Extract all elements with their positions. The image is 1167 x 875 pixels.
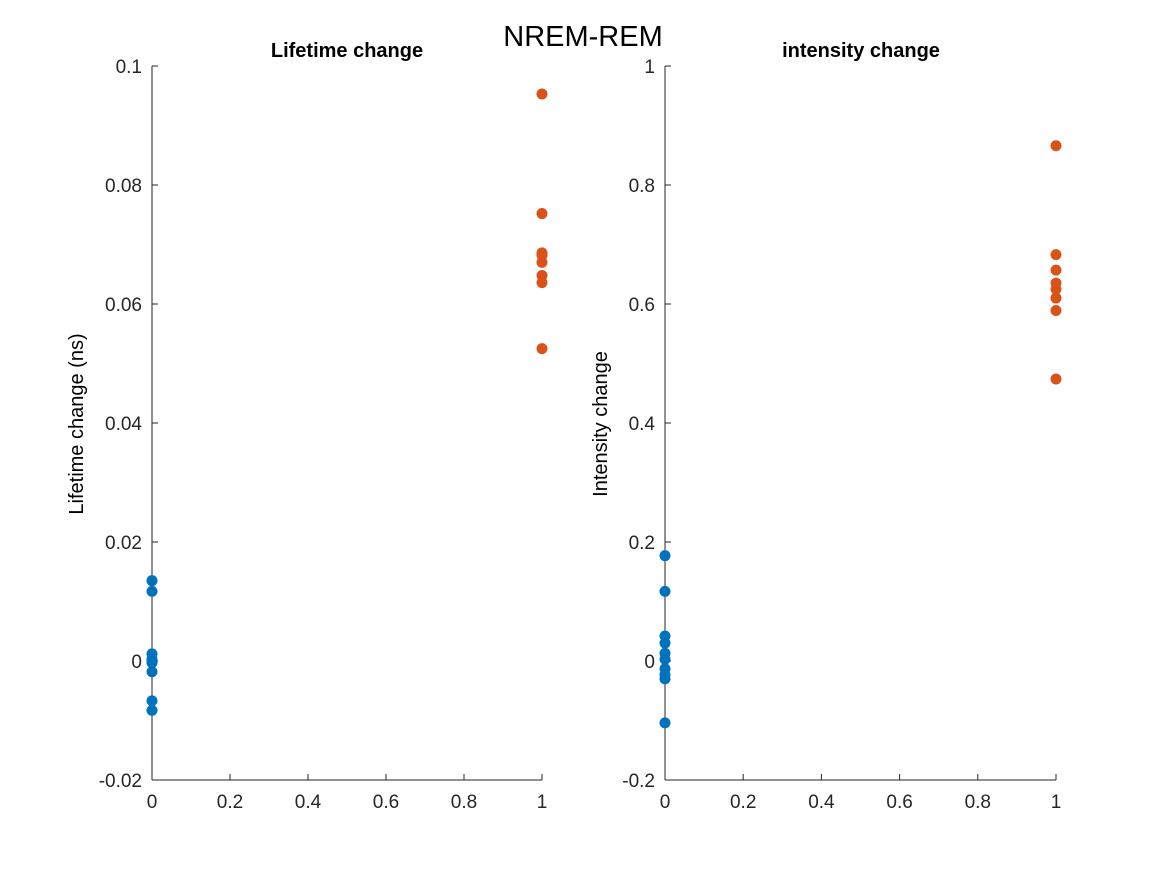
lifetime-x-tick-label: 0.2 xyxy=(217,792,243,813)
lifetime-x-tick-label: 0.6 xyxy=(373,792,399,813)
lifetime-x-tick-label: 1 xyxy=(537,792,548,813)
lifetime-series-2-point xyxy=(536,249,548,261)
intensity-series-2-point xyxy=(1050,292,1062,304)
lifetime-y-tick-label: -0.02 xyxy=(99,771,142,792)
lifetime-change-panel: Lifetime change Lifetime change (ns) -0.… xyxy=(66,40,548,813)
intensity-x-tick-label: 1 xyxy=(1051,792,1062,813)
lifetime-y-tick-label: 0.08 xyxy=(105,176,142,197)
lifetime-series-1-point xyxy=(146,585,158,597)
lifetime-y-tick-label: 0 xyxy=(131,652,142,673)
intensity-x-tick-label: 0.2 xyxy=(730,792,756,813)
intensity-series-1-point xyxy=(659,717,671,729)
intensity-series-1-point xyxy=(659,585,671,597)
lifetime-series-1-point xyxy=(146,655,158,667)
intensity-y-tick-label: 0.2 xyxy=(629,533,655,554)
lifetime-series-1-point xyxy=(146,666,158,678)
lifetime-x-tick-label: 0.4 xyxy=(295,792,322,813)
intensity-panel-title: intensity change xyxy=(782,40,940,62)
lifetime-series-2-point xyxy=(536,343,548,355)
lifetime-series-2-point xyxy=(536,208,548,220)
intensity-series-1-point xyxy=(659,653,671,665)
intensity-y-tick-label: 1 xyxy=(644,57,655,78)
intensity-y-tick-label: 0.6 xyxy=(629,295,655,316)
lifetime-y-tick-label: 0.02 xyxy=(105,533,142,554)
lifetime-series-2-point xyxy=(536,277,548,289)
lifetime-x-tick-label: 0.8 xyxy=(451,792,477,813)
lifetime-panel-title: Lifetime change xyxy=(271,40,423,62)
intensity-series-2-point xyxy=(1050,264,1062,276)
intensity-series-1-point xyxy=(659,673,671,685)
intensity-change-panel: intensity change Intensity change -0.200… xyxy=(590,40,1062,813)
lifetime-x-tick-label: 0 xyxy=(147,792,158,813)
lifetime-series-1-point xyxy=(146,704,158,716)
intensity-y-tick-label: 0.8 xyxy=(629,176,655,197)
intensity-y-tick-label: 0.4 xyxy=(629,414,656,435)
intensity-series-2-point xyxy=(1050,373,1062,385)
intensity-series-2-point xyxy=(1050,140,1062,152)
super-title: NREM-REM xyxy=(503,21,663,53)
lifetime-y-tick-label: 0.1 xyxy=(116,57,142,78)
intensity-series-1-point xyxy=(659,637,671,649)
intensity-y-tick-label: 0 xyxy=(644,652,655,673)
lifetime-series-2-point xyxy=(536,88,548,100)
lifetime-y-axis-label: Lifetime change (ns) xyxy=(66,333,88,514)
intensity-series-1-point xyxy=(659,550,671,562)
lifetime-series-1-point xyxy=(146,695,158,707)
intensity-x-tick-label: 0 xyxy=(660,792,671,813)
intensity-y-axis-label: Intensity change xyxy=(590,351,612,497)
intensity-x-tick-label: 0.8 xyxy=(965,792,991,813)
intensity-series-2-point xyxy=(1050,305,1062,317)
intensity-x-tick-label: 0.4 xyxy=(808,792,835,813)
lifetime-y-tick-label: 0.04 xyxy=(105,414,142,435)
lifetime-series-1-point xyxy=(146,575,158,587)
intensity-x-tick-label: 0.6 xyxy=(886,792,912,813)
intensity-y-tick-label: -0.2 xyxy=(622,771,655,792)
intensity-series-2-point xyxy=(1050,249,1062,261)
lifetime-y-tick-label: 0.06 xyxy=(105,295,142,316)
